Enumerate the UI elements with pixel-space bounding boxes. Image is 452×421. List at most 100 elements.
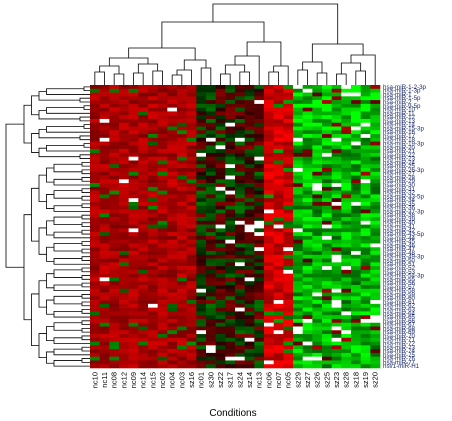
dendrogram-branch [212, 3, 339, 44]
heatmap-cell [128, 360, 139, 365]
heatmap-cell [148, 179, 158, 184]
heatmap-cell [90, 281, 100, 286]
heatmap-cell [177, 156, 187, 161]
heatmap-cell [225, 217, 236, 222]
heatmap-cell [302, 235, 313, 240]
heatmap-cell [99, 96, 110, 101]
heatmap-cell [90, 318, 100, 324]
heatmap-cell [186, 145, 197, 150]
heatmap-cell [90, 356, 100, 361]
heatmap-cell [167, 254, 178, 259]
heatmap-cell [215, 269, 226, 274]
heatmap-cell [360, 307, 371, 312]
heatmap-cell [341, 209, 352, 214]
heatmap-cell [119, 198, 129, 203]
heatmap-cell [215, 247, 226, 252]
heatmap-cell [302, 273, 313, 278]
dendrogram-branch [83, 86, 90, 92]
heatmap-cell [157, 228, 168, 233]
heatmap-cell [331, 341, 342, 346]
heatmap-cell [167, 288, 178, 293]
heatmap-cell [254, 345, 265, 350]
heatmap-cell [341, 254, 352, 259]
heatmap-cell [254, 254, 265, 259]
heatmap-cell [264, 228, 274, 233]
heatmap-cell [206, 134, 216, 139]
heatmap-cell [312, 156, 323, 161]
heatmap-cell [186, 243, 197, 248]
heatmap-cell [109, 179, 120, 184]
heatmap-cell [167, 198, 178, 203]
heatmap-cell [302, 337, 313, 342]
heatmap-cell [157, 201, 168, 207]
heatmap-cell [235, 134, 245, 139]
heatmap-cell [206, 307, 216, 312]
heatmap-cell [235, 152, 245, 157]
heatmap-cell [244, 345, 255, 350]
heatmap-cell [215, 152, 226, 157]
heatmap-cell [206, 288, 216, 293]
heatmap-cell [312, 122, 323, 127]
heatmap-cell [331, 243, 342, 248]
heatmap-cell [196, 100, 207, 105]
heatmap-cell [186, 277, 197, 282]
heatmap-cell [90, 345, 100, 350]
heatmap-cell [312, 360, 323, 365]
heatmap-cell [283, 243, 294, 248]
heatmap-cell [341, 235, 352, 240]
heatmap-cell [244, 92, 255, 97]
heatmap-cell [341, 217, 352, 222]
heatmap-cell [293, 269, 303, 274]
heatmap-cell [138, 156, 149, 161]
column-label: nc10 [90, 372, 99, 388]
dendrogram-branch [46, 351, 54, 364]
heatmap-cell [244, 296, 255, 301]
heatmap-cell [312, 307, 323, 312]
heatmap-cell [235, 360, 245, 365]
dendrogram-branch [38, 227, 47, 255]
heatmap-cell [167, 251, 178, 256]
heatmap-cell [264, 183, 274, 188]
dendrogram-branch [79, 154, 90, 159]
heatmap-cell [293, 349, 303, 354]
heatmap-cell [235, 130, 245, 135]
heatmap-cell [370, 266, 381, 271]
heatmap-cell [235, 217, 245, 222]
heatmap-cell [177, 334, 187, 339]
heatmap-cell [273, 85, 284, 90]
heatmap-cell [254, 130, 265, 135]
heatmap-cell [360, 345, 371, 350]
heatmap-cell [341, 190, 352, 195]
row-label: hsv1-miR-H1 [383, 363, 420, 370]
heatmap-cell [196, 175, 207, 180]
heatmap-cell [351, 130, 361, 135]
heatmap-cell [157, 85, 168, 90]
heatmap-cell [167, 164, 178, 169]
heatmap-cell [148, 311, 158, 316]
heatmap-cell [206, 92, 216, 97]
heatmap-cell [312, 118, 323, 124]
dendrogram-branch [81, 282, 90, 288]
dendrogram-branch [99, 65, 120, 74]
heatmap-cell [138, 254, 149, 259]
heatmap-cell [370, 213, 381, 218]
heatmap-cell [157, 122, 168, 127]
heatmap-cell [283, 296, 294, 301]
heatmap-cell [206, 352, 216, 357]
heatmap-cell [351, 111, 361, 116]
dendrogram-branch [234, 55, 260, 85]
heatmap-cell [196, 118, 207, 124]
heatmap-cell [225, 213, 236, 218]
heatmap-cell [215, 258, 226, 263]
heatmap-cell [138, 247, 149, 252]
heatmap-cell [312, 251, 323, 256]
dendrogram-branch [81, 301, 90, 307]
heatmap-cell [138, 126, 149, 131]
heatmap-cell [215, 352, 226, 357]
heatmap-cell [157, 247, 168, 252]
heatmap-cell [196, 307, 207, 312]
heatmap-cell [322, 220, 332, 225]
heatmap-cell [119, 103, 129, 108]
heatmap-cell [312, 85, 323, 90]
heatmap-cell [235, 254, 245, 259]
